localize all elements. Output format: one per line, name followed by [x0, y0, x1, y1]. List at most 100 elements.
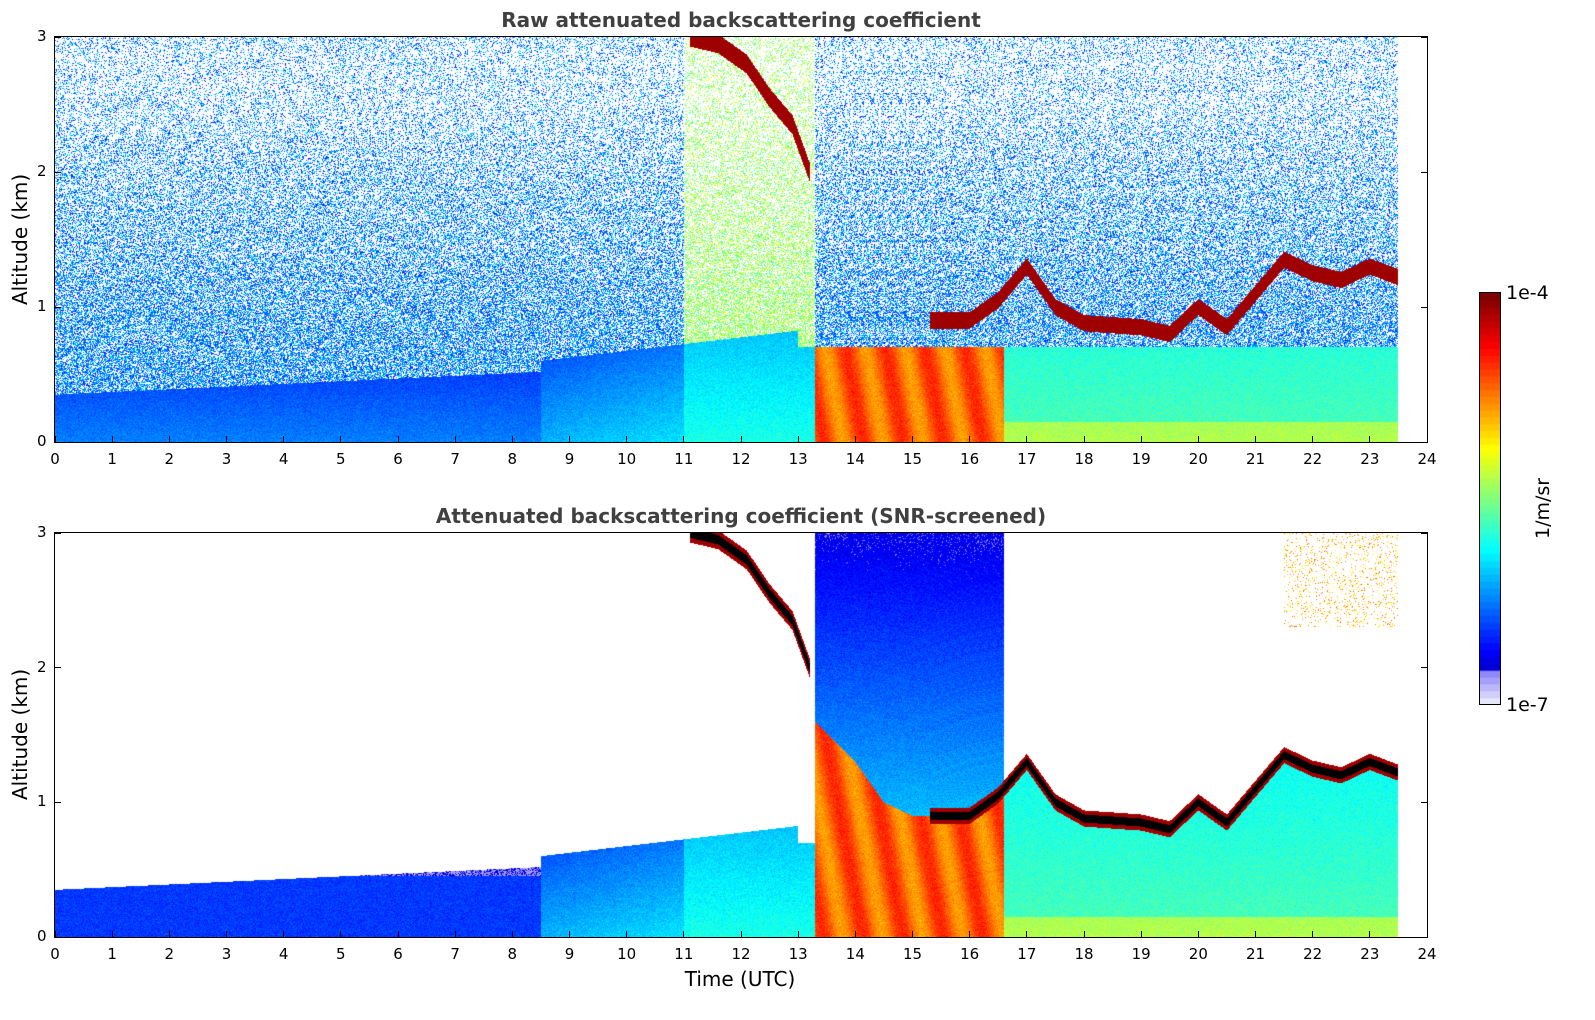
x-tick-mark	[626, 931, 628, 937]
x-tick-mark	[1369, 931, 1371, 937]
x-tick-mark	[797, 931, 799, 937]
x-tick-mark	[969, 931, 971, 937]
y-tick-mark	[1421, 936, 1427, 938]
y-tick-label: 2	[37, 162, 47, 180]
colorbar-unit-label: 1/m/sr	[1532, 477, 1554, 539]
x-tick-mark	[340, 436, 342, 442]
x-tick-mark	[511, 436, 513, 442]
x-tick-label: 13	[788, 945, 808, 963]
x-tick-mark	[511, 931, 513, 937]
x-tick-mark	[1140, 436, 1142, 442]
x-tick-mark	[226, 436, 227, 442]
x-tick-mark	[626, 436, 628, 442]
x-tick-mark	[54, 436, 56, 442]
x-tick-label: 5	[336, 450, 346, 468]
x-tick-label: 6	[393, 945, 403, 963]
x-tick-label: 16	[960, 945, 980, 963]
x-tick-label: 1	[107, 945, 117, 963]
x-tick-mark	[168, 436, 170, 442]
y-tick-label: 1	[37, 792, 47, 811]
x-tick-label: 8	[507, 945, 518, 963]
x-tick-label: 18	[1074, 945, 1094, 963]
x-tick-mark	[912, 436, 913, 442]
x-tick-label: 2	[164, 450, 175, 468]
x-tick-label: 15	[902, 945, 923, 963]
x-tick-mark	[1369, 436, 1371, 442]
y-tick-mark	[55, 171, 61, 173]
x-tick-label: 9	[564, 450, 575, 468]
x-tick-label: 14	[845, 945, 865, 963]
x-tick-mark	[854, 931, 856, 937]
x-tick-mark	[1197, 436, 1199, 442]
x-tick-label: 3	[221, 945, 232, 963]
x-tick-mark	[569, 436, 570, 442]
bottom-y-axis-label: Altitude (km)	[8, 668, 32, 800]
colorbar-max-label: 1e-4	[1506, 282, 1549, 304]
x-tick-label: 23	[1360, 945, 1380, 963]
y-tick-mark	[1421, 801, 1427, 803]
x-axis-label: Time (UTC)	[684, 967, 796, 991]
y-tick-mark	[55, 667, 61, 669]
y-tick-mark	[1421, 306, 1427, 308]
x-tick-mark	[111, 436, 113, 442]
x-tick-mark	[1140, 931, 1142, 937]
x-tick-mark	[740, 931, 742, 937]
x-tick-label: 9	[564, 945, 575, 963]
x-tick-mark	[1426, 931, 1428, 937]
x-tick-label: 16	[960, 450, 980, 468]
x-tick-label: 17	[1017, 945, 1037, 963]
x-tick-mark	[397, 931, 399, 937]
x-tick-label: 13	[788, 450, 808, 468]
y-tick-label: 0	[37, 927, 47, 945]
x-tick-mark	[54, 931, 56, 937]
y-tick-label: 2	[37, 657, 47, 676]
y-tick-mark	[55, 36, 61, 38]
x-tick-mark	[454, 931, 456, 937]
x-tick-label: 20	[1188, 945, 1208, 963]
bottom-heatmap	[55, 533, 1427, 937]
y-tick-mark	[55, 441, 61, 443]
y-tick-label: 3	[37, 27, 47, 45]
x-tick-mark	[912, 931, 913, 937]
x-tick-label: 19	[1131, 450, 1151, 468]
x-tick-mark	[969, 436, 971, 442]
y-tick-label: 3	[37, 523, 47, 541]
x-tick-mark	[226, 931, 227, 937]
y-tick-mark	[1421, 171, 1427, 173]
x-tick-mark	[1312, 436, 1314, 442]
x-tick-label: 18	[1074, 450, 1094, 468]
x-tick-mark	[683, 931, 685, 937]
x-tick-mark	[1197, 931, 1199, 937]
x-tick-label: 23	[1360, 450, 1380, 468]
top-y-axis-label: Altitude (km)	[8, 173, 32, 305]
x-tick-label: 19	[1131, 945, 1151, 963]
x-tick-mark	[168, 931, 170, 937]
x-tick-mark	[1083, 931, 1085, 937]
x-tick-label: 10	[617, 945, 637, 963]
x-tick-mark	[740, 436, 742, 442]
y-tick-mark	[55, 306, 61, 308]
x-tick-label: 6	[393, 450, 403, 468]
y-tick-mark	[1421, 532, 1427, 534]
x-tick-label: 15	[902, 450, 923, 468]
top-plot-title: Raw attenuated backscattering coefficien…	[501, 8, 981, 32]
x-tick-label: 8	[507, 450, 518, 468]
x-tick-label: 12	[731, 450, 751, 468]
x-tick-mark	[283, 436, 285, 442]
y-tick-mark	[55, 936, 61, 938]
x-tick-label: 7	[450, 450, 460, 468]
x-tick-label: 24	[1417, 945, 1437, 963]
bottom-plot-title: Attenuated backscattering coefficient (S…	[435, 504, 1047, 528]
x-tick-mark	[1255, 436, 1256, 442]
x-tick-label: 21	[1245, 450, 1266, 468]
x-tick-mark	[111, 931, 113, 937]
x-tick-label: 11	[674, 945, 694, 963]
x-tick-mark	[1026, 931, 1028, 937]
y-tick-label: 1	[37, 297, 47, 315]
x-tick-mark	[683, 436, 685, 442]
x-tick-label: 3	[221, 450, 232, 468]
x-tick-label: 7	[450, 945, 460, 963]
y-tick-mark	[55, 801, 61, 803]
top-heatmap	[55, 37, 1427, 442]
